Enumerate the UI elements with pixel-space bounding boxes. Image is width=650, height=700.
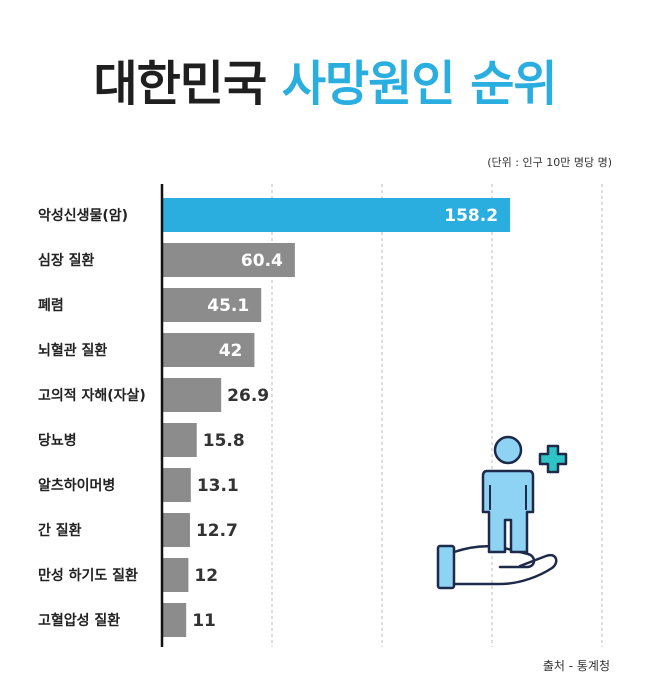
value-label: 12 — [194, 566, 218, 586]
category-label: 고의적 자해(자살) — [38, 387, 146, 404]
value-label: 13.1 — [197, 476, 239, 496]
value-label: 15.8 — [203, 431, 245, 451]
title-accent: 사망원인 순위 — [281, 56, 558, 112]
bar — [162, 378, 222, 412]
source-note: 출처 - 통계청 — [542, 659, 610, 673]
bar — [162, 513, 190, 547]
value-label: 12.7 — [196, 521, 238, 541]
category-label: 알츠하이머병 — [38, 477, 115, 494]
category-label: 고혈압성 질환 — [38, 612, 120, 629]
unit-note: (단위 : 인구 10만 명당 명) — [487, 156, 612, 169]
bar — [162, 288, 262, 322]
person-on-hand-icon — [436, 435, 558, 590]
category-label: 폐렴 — [38, 298, 64, 314]
bar — [162, 423, 197, 457]
category-label: 간 질환 — [38, 522, 82, 539]
bars: 악성신생물(암) 158.2 심장 질환 60.4 폐렴 45.1 뇌혈관 질환 42 고의적 … — [38, 198, 511, 637]
bar — [162, 603, 187, 637]
value-label: 11 — [192, 611, 216, 631]
category-label: 만성 하기도 질환 — [38, 567, 138, 584]
bar — [162, 333, 255, 367]
value-label: 158.2 — [444, 206, 498, 226]
value-label: 60.4 — [241, 251, 283, 271]
page-title: 대한민국 사망원인 순위 — [0, 44, 650, 114]
value-label: 26.9 — [227, 386, 269, 406]
grid-lines — [271, 184, 603, 647]
value-label: 45.1 — [207, 296, 249, 316]
category-label: 뇌혈관 질환 — [38, 342, 107, 359]
bar — [162, 468, 191, 502]
medical-cross-icon — [538, 444, 568, 474]
category-label: 당뇨병 — [38, 432, 77, 449]
bar — [162, 198, 511, 232]
bar — [162, 243, 295, 277]
title-main: 대한민국 — [93, 56, 267, 112]
category-label: 심장 질환 — [38, 252, 95, 269]
value-label: 42 — [219, 341, 243, 361]
category-label: 악성신생물(암) — [38, 207, 128, 224]
bar — [162, 558, 189, 592]
